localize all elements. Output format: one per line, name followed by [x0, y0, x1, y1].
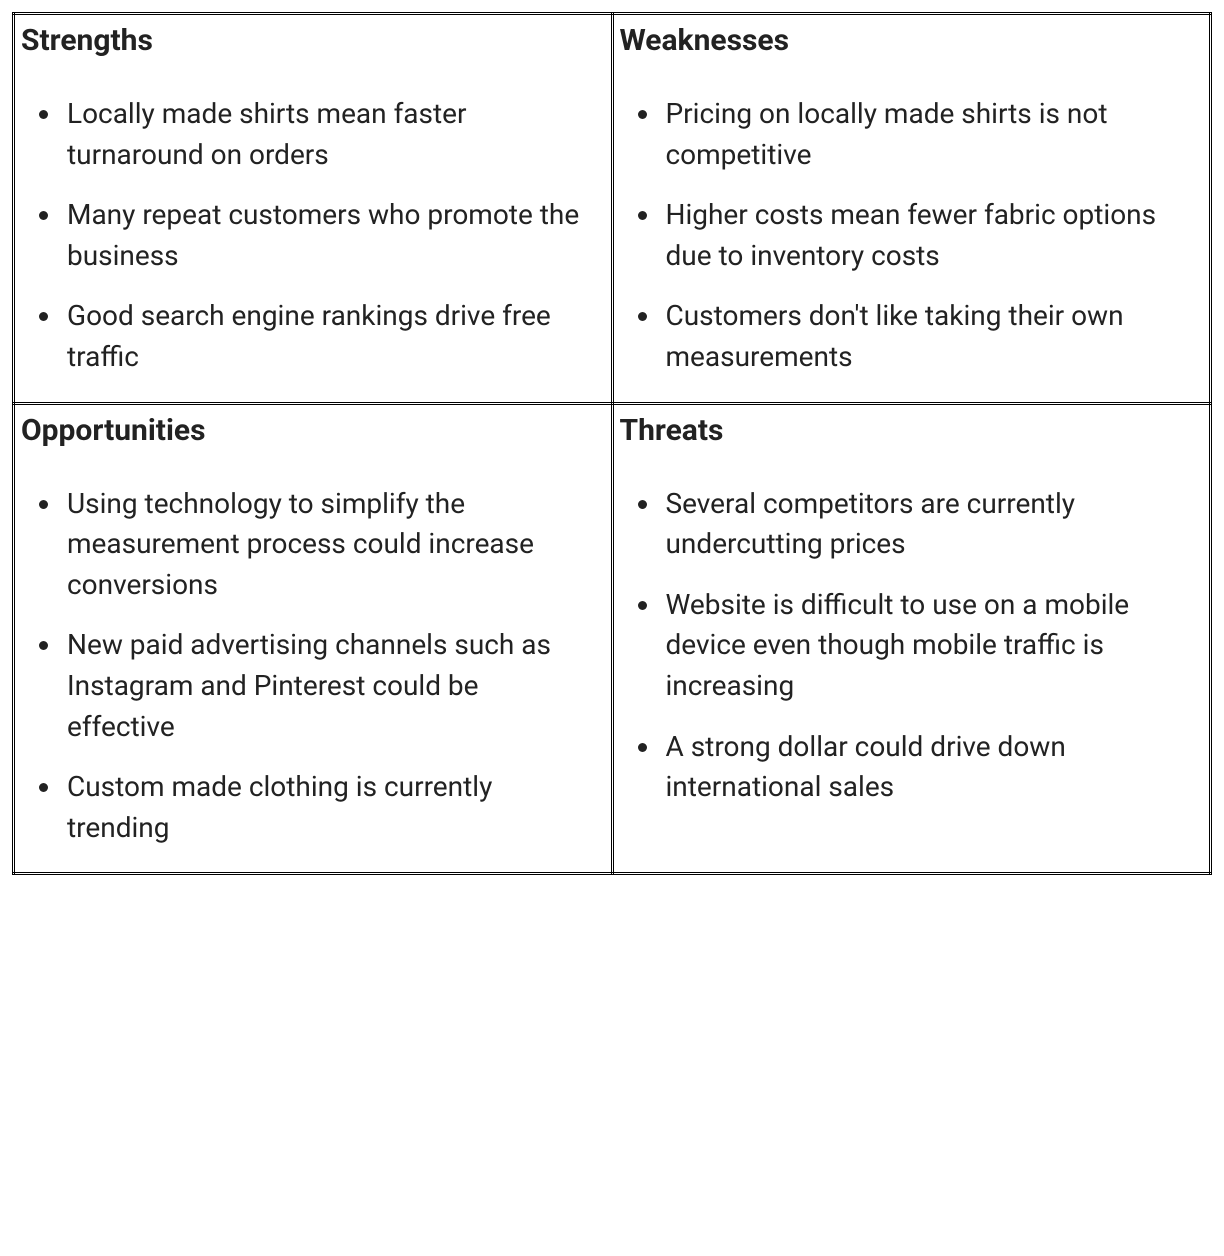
list-item: A strong dollar could drive down interna…: [662, 727, 1204, 808]
swot-title-weaknesses: Weaknesses: [620, 23, 1204, 58]
list-item: Using technology to simplify the measure…: [63, 484, 605, 606]
swot-cell-threats: Threats Several competitors are currentl…: [612, 403, 1211, 874]
swot-table: Strengths Locally made shirts mean faste…: [12, 12, 1212, 875]
swot-title-strengths: Strengths: [21, 23, 605, 58]
list-item: Several competitors are currently underc…: [662, 484, 1204, 565]
list-item: New paid advertising channels such as In…: [63, 625, 605, 747]
list-item: Pricing on locally made shirts is not co…: [662, 94, 1204, 175]
swot-list-strengths: Locally made shirts mean faster turnarou…: [21, 94, 605, 378]
swot-list-opportunities: Using technology to simplify the measure…: [21, 484, 605, 849]
swot-cell-opportunities: Opportunities Using technology to simpli…: [14, 403, 613, 874]
list-item: Website is difficult to use on a mobile …: [662, 585, 1204, 707]
swot-title-opportunities: Opportunities: [21, 413, 605, 448]
list-item: Locally made shirts mean faster turnarou…: [63, 94, 605, 175]
swot-list-threats: Several competitors are currently underc…: [620, 484, 1204, 808]
list-item: Many repeat customers who promote the bu…: [63, 195, 605, 276]
swot-list-weaknesses: Pricing on locally made shirts is not co…: [620, 94, 1204, 378]
list-item: Customers don't like taking their own me…: [662, 296, 1204, 377]
list-item: Custom made clothing is currently trendi…: [63, 767, 605, 848]
swot-title-threats: Threats: [620, 413, 1204, 448]
list-item: Good search engine rankings drive free t…: [63, 296, 605, 377]
list-item: Higher costs mean fewer fabric options d…: [662, 195, 1204, 276]
swot-cell-weaknesses: Weaknesses Pricing on locally made shirt…: [612, 14, 1211, 404]
swot-cell-strengths: Strengths Locally made shirts mean faste…: [14, 14, 613, 404]
